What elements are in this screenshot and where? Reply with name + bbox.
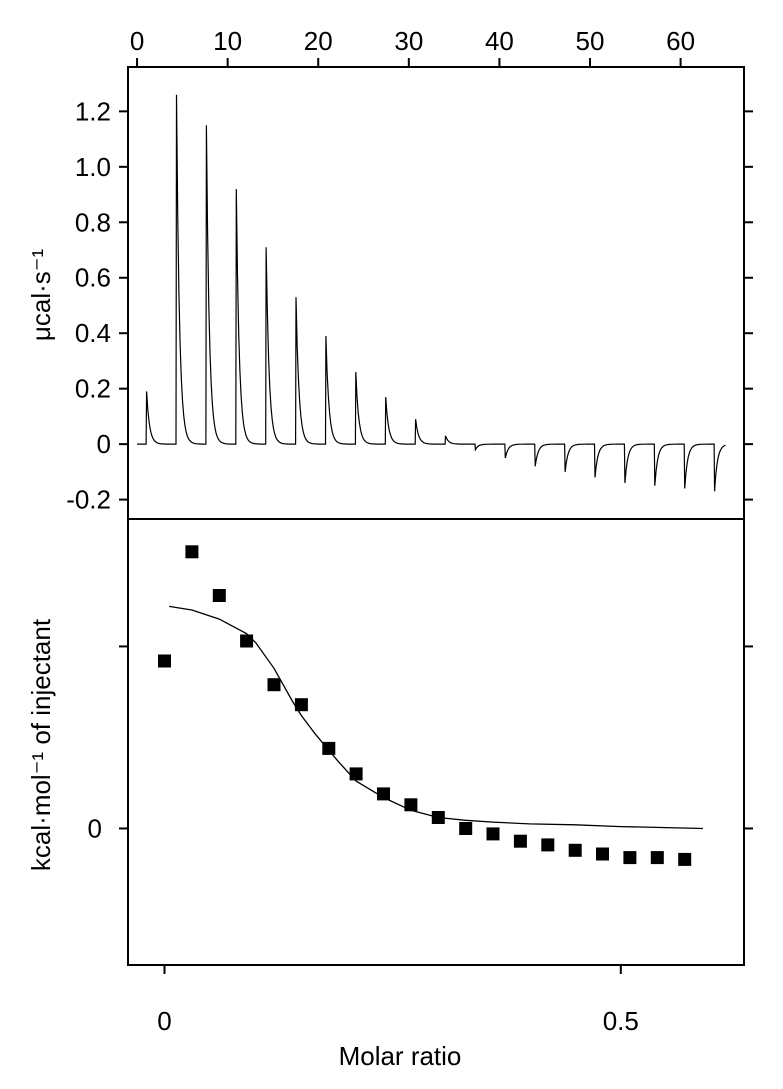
isotherm-x-tick-label: 0.5 [603,1006,639,1036]
top-axis-tick-label: 50 [576,26,605,56]
isotherm-point [459,822,473,835]
isotherm-point [185,545,199,559]
top-axis-tick-label: 10 [213,26,242,56]
top-axis-tick-label: 60 [666,26,695,56]
isotherm-y-axis-label: kcal·mol⁻¹ of injectant [26,618,56,871]
isotherm-point [486,827,500,841]
top-axis-tick-label: 20 [304,26,333,56]
isotherm-frame [127,518,745,966]
top-axis-tick-label: 40 [485,26,514,56]
isotherm-point [349,767,363,781]
isotherm-point [678,852,692,866]
isotherm-point [513,834,527,848]
top-axis-tick-label: 30 [394,26,423,56]
thermogram-y-axis-label: μcal·s⁻¹ [26,249,56,342]
isotherm-y-tick-label: 0 [88,813,102,843]
isotherm-point [650,851,664,865]
isotherm-x-axis-label: Molar ratio [339,1041,462,1071]
thermogram-y-tick-label: 0.4 [75,318,111,348]
isotherm-point [568,843,582,857]
isotherm-point [541,838,555,852]
isotherm-point [267,678,281,692]
isotherm-point [404,798,418,812]
thermogram-y-tick-label: 0.2 [75,374,111,404]
isotherm-point [212,589,226,602]
thermogram-trace [137,94,726,492]
isotherm-point [596,847,609,861]
isotherm-point [158,654,171,668]
isotherm-x-tick-label: 0 [157,1006,171,1036]
isotherm-point [294,698,308,712]
isotherm-y-ticks: 0 [88,645,753,843]
thermogram-y-tick-label: 0.6 [75,263,111,293]
isotherm-point [240,634,254,648]
isotherm-point [377,787,390,801]
thermogram-y-tick-label: 0 [97,429,111,459]
isotherm-x-ticks: 0 0.5 [157,965,639,1036]
thermogram-y-tick-label: 1.2 [75,96,111,126]
thermogram-y-tick-label: 0.8 [75,207,111,237]
top-axis-ticks: 0 10 20 30 40 50 60 [130,26,695,67]
thermogram-panel: 0 10 20 30 40 50 60 -0.2 0 0.2 0.4 0.6 0.8 1.0 1.2 μc… [26,26,753,520]
isotherm-points [158,545,692,866]
thermogram-y-tick-label: -0.2 [66,485,111,515]
isotherm-point [322,741,336,755]
isotherm-point [431,811,445,824]
thermogram-y-ticks: -0.2 0 0.2 0.4 0.6 0.8 1.0 1.2 [66,96,753,515]
thermogram-frame [127,66,745,520]
isotherm-panel: 0 0.5 0 Molar ratio kcal·mol⁻¹ of injecta… [26,518,753,1071]
isotherm-point [623,851,637,865]
thermogram-y-tick-label: 1.0 [75,152,111,182]
top-axis-tick-label: 0 [130,26,144,56]
